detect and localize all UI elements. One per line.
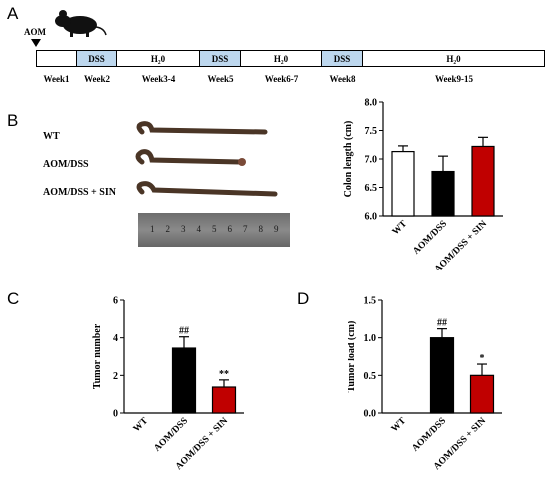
timeline-segment-3: DSS bbox=[200, 50, 241, 67]
aom-arrow-icon bbox=[31, 39, 41, 47]
annotation-2: * bbox=[480, 353, 485, 364]
y-tick-label-0: 0.0 bbox=[364, 409, 377, 420]
timeline-segment-0 bbox=[36, 50, 77, 67]
ruler-number-2: 2 bbox=[165, 224, 171, 234]
timeline-segment-2: H₂0 bbox=[117, 50, 200, 67]
bar-1 bbox=[431, 170, 455, 217]
timeline-segment-6: H₂0 bbox=[363, 50, 545, 67]
category-label-1: AOM/DSS bbox=[152, 416, 190, 454]
ruler-number-5: 5 bbox=[212, 224, 217, 234]
timeline-segment-1: DSS bbox=[77, 50, 117, 67]
y-axis-label: Tumor number bbox=[92, 323, 103, 389]
ruler-number-7: 7 bbox=[243, 224, 248, 234]
y-axis-label: Tumor load (cm) bbox=[348, 321, 357, 393]
category-label-0: WT bbox=[390, 416, 409, 435]
annotation-1: ## bbox=[179, 326, 189, 337]
bar-2 bbox=[469, 374, 495, 414]
week-label-5: Week8 bbox=[329, 74, 356, 84]
week-label-0: Week1 bbox=[43, 74, 70, 84]
y-tick-label-3: 1.5 bbox=[364, 296, 377, 307]
panel-letter-c: C bbox=[7, 289, 20, 308]
timeline-segment-5: DSS bbox=[322, 50, 363, 67]
annotation-2: ** bbox=[219, 369, 229, 380]
photo-label-wt: WT bbox=[43, 131, 60, 142]
panel-letter-d: D bbox=[297, 289, 310, 308]
week-label-6: Week9-15 bbox=[435, 74, 473, 84]
photo-label-aom-dss-sin: AOM/DSS + SIN bbox=[43, 187, 116, 198]
aom-label: AOM bbox=[24, 27, 46, 37]
ruler-number-4: 4 bbox=[196, 224, 202, 234]
ruler-number-6: 6 bbox=[227, 224, 233, 234]
bar-0 bbox=[391, 150, 415, 217]
week-label-1: Week2 bbox=[84, 74, 110, 84]
bar-1 bbox=[429, 337, 455, 414]
y-tick-label-2: 4 bbox=[113, 333, 118, 344]
y-tick-label-0: 6.0 bbox=[365, 212, 378, 223]
y-tick-label-0: 0 bbox=[113, 409, 118, 420]
y-tick-label-1: 0.5 bbox=[364, 371, 377, 382]
y-tick-label-1: 6.5 bbox=[365, 183, 378, 194]
y-tick-label-3: 6 bbox=[113, 296, 118, 307]
category-label-1: AOM/DSS bbox=[410, 416, 448, 454]
week-label-4: Week6-7 bbox=[264, 74, 299, 84]
week-label-3: Week5 bbox=[207, 74, 234, 84]
y-axis-label: Colon length (cm) bbox=[343, 121, 354, 198]
timeline-segment-4: H₂0 bbox=[241, 50, 322, 67]
annotation-1: ## bbox=[437, 318, 447, 329]
photo-label-aom-dss: AOM/DSS bbox=[43, 159, 89, 170]
ruler-number-1: 1 bbox=[150, 224, 155, 234]
category-label-0: WT bbox=[391, 219, 410, 238]
y-tick-label-2: 1.0 bbox=[364, 333, 377, 344]
week-label-2: Week3-4 bbox=[141, 74, 176, 84]
chart-colon-length: 6.0 6.5 7.0 7.5 8.0 Colon length (cm) WT AOM/DS… bbox=[343, 98, 503, 270]
bar-2 bbox=[471, 145, 495, 217]
colon-specimens-image bbox=[135, 121, 278, 197]
ruler-number-3: 3 bbox=[181, 224, 186, 234]
y-tick-label-3: 7.5 bbox=[365, 126, 378, 137]
mouse-icon bbox=[55, 10, 107, 37]
bar-2 bbox=[211, 386, 237, 414]
ruler-number-9: 9 bbox=[274, 224, 279, 234]
panel-letter-b: B bbox=[7, 111, 19, 130]
category-label-1: AOM/DSS bbox=[411, 219, 449, 257]
bar-1 bbox=[171, 347, 197, 414]
panel-letter-a: A bbox=[7, 4, 19, 23]
category-label-0: WT bbox=[132, 416, 151, 435]
ruler-number-8: 8 bbox=[258, 224, 264, 234]
y-tick-label-1: 2 bbox=[113, 371, 118, 382]
y-tick-label-4: 8.0 bbox=[365, 98, 378, 109]
y-tick-label-2: 7.0 bbox=[365, 155, 378, 166]
